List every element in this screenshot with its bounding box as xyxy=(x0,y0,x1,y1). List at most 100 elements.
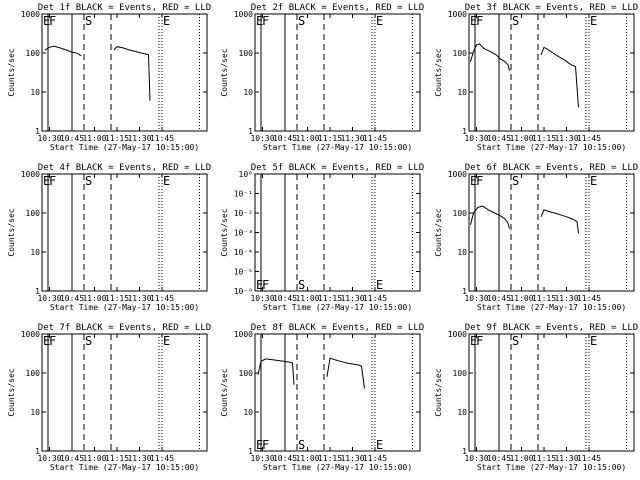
series-line-2 xyxy=(113,46,151,101)
panel-title: Det 3f BLACK = Events, RED = LLD xyxy=(465,3,638,13)
y-tick-label: 100 xyxy=(453,49,468,58)
x-tick-label: 10:45 xyxy=(487,134,511,143)
series-line-1 xyxy=(470,205,510,229)
plot-frame xyxy=(254,173,421,292)
y-tick-label: 10 xyxy=(243,88,253,97)
y-tick-label: 1 xyxy=(35,127,40,136)
marker-label: S xyxy=(85,14,92,28)
series-line-1 xyxy=(44,45,82,57)
x-tick-label: 11:15 xyxy=(318,454,342,463)
x-tick-label: 11:45 xyxy=(150,294,174,303)
y-tick-label: 10⁻² xyxy=(234,209,253,218)
plot-frame xyxy=(468,173,635,292)
marker-label: F xyxy=(49,334,56,348)
y-tick-label: 1000 xyxy=(234,330,253,339)
x-tick-label: 11:45 xyxy=(150,454,174,463)
x-tick-label: 10:45 xyxy=(60,134,84,143)
x-tick-label: 11:30 xyxy=(340,454,364,463)
x-tick-label: 11:00 xyxy=(295,134,319,143)
y-tick-label: 10 xyxy=(457,248,467,257)
x-tick-label: 11:30 xyxy=(554,134,578,143)
x-tick-label: 11:30 xyxy=(554,294,578,303)
x-tick-label: 11:00 xyxy=(82,134,106,143)
plot-frame xyxy=(41,173,208,292)
y-tick-label: 1 xyxy=(462,447,467,456)
series-line-2 xyxy=(540,46,579,108)
marker-label: E xyxy=(470,14,477,28)
marker-label: S xyxy=(512,174,519,188)
panel-title: Det 5f BLACK = Events, RED = LLD xyxy=(251,163,424,173)
x-tick-label: 11:45 xyxy=(363,454,387,463)
plot-frame xyxy=(254,13,421,132)
marker-label: E xyxy=(590,14,597,28)
marker-label: E xyxy=(163,14,170,28)
plot-frame xyxy=(468,333,635,452)
x-tick-label: 10:30 xyxy=(250,294,274,303)
x-tick-label: 10:30 xyxy=(37,134,61,143)
x-tick-label: 11:15 xyxy=(318,294,342,303)
x-tick-label: 10:30 xyxy=(250,134,274,143)
x-axis-label: Start Time (27-May-17 10:15:00) xyxy=(50,143,199,152)
marker-label: F xyxy=(262,438,269,452)
x-tick-label: 10:45 xyxy=(60,454,84,463)
x-axis-label: Start Time (27-May-17 10:15:00) xyxy=(263,303,412,312)
y-tick-label: 10⁻¹ xyxy=(234,190,253,199)
x-tick-label: 11:30 xyxy=(127,134,151,143)
y-axis-label: Counts/sec xyxy=(220,368,229,416)
marker-label: E xyxy=(376,14,383,28)
marker-label: E xyxy=(163,174,170,188)
series-line-2 xyxy=(326,357,365,389)
y-tick-label: 10⁰ xyxy=(239,170,253,179)
series-line-2 xyxy=(540,209,579,234)
plot-frame xyxy=(468,13,635,132)
y-tick-label: 10 xyxy=(243,408,253,417)
x-tick-label: 11:00 xyxy=(82,294,106,303)
y-tick-label: 1000 xyxy=(21,330,40,339)
x-tick-label: 11:30 xyxy=(554,454,578,463)
marker-label: E xyxy=(470,174,477,188)
y-tick-label: 10 xyxy=(30,408,40,417)
x-tick-label: 11:00 xyxy=(82,454,106,463)
x-tick-label: 11:15 xyxy=(105,294,129,303)
plot-frame xyxy=(254,333,421,452)
x-tick-label: 11:00 xyxy=(295,454,319,463)
marker-label: E xyxy=(256,278,263,292)
y-tick-label: 1000 xyxy=(21,10,40,19)
x-tick-label: 11:45 xyxy=(363,134,387,143)
x-tick-label: 10:45 xyxy=(273,134,297,143)
y-axis-label: Counts/sec xyxy=(434,48,443,96)
marker-label: S xyxy=(512,14,519,28)
x-axis-label: Start Time (27-May-17 10:15:00) xyxy=(477,303,626,312)
y-tick-label: 1 xyxy=(35,287,40,296)
marker-label: E xyxy=(43,14,50,28)
marker-label: F xyxy=(262,14,269,28)
x-axis-label: Start Time (27-May-17 10:15:00) xyxy=(263,143,412,152)
y-tick-label: 100 xyxy=(26,49,41,58)
marker-label: F xyxy=(262,278,269,292)
x-tick-label: 10:30 xyxy=(250,454,274,463)
x-tick-label: 11:00 xyxy=(509,294,533,303)
marker-label: E xyxy=(256,14,263,28)
y-axis-label: Counts/sec xyxy=(434,208,443,256)
y-tick-label: 100 xyxy=(26,209,41,218)
y-tick-label: 10 xyxy=(30,248,40,257)
x-tick-label: 10:30 xyxy=(37,294,61,303)
x-axis-label: Start Time (27-May-17 10:15:00) xyxy=(263,463,412,472)
y-tick-label: 1 xyxy=(248,127,253,136)
y-tick-label: 1 xyxy=(35,447,40,456)
x-tick-label: 10:45 xyxy=(487,454,511,463)
marker-label: S xyxy=(298,438,305,452)
y-tick-label: 10⁻⁵ xyxy=(234,268,253,277)
marker-label: S xyxy=(298,278,305,292)
marker-label: E xyxy=(163,334,170,348)
marker-label: F xyxy=(476,334,483,348)
marker-label: E xyxy=(256,438,263,452)
marker-label: S xyxy=(85,174,92,188)
marker-label: F xyxy=(49,174,56,188)
y-axis-label: Counts/sec xyxy=(220,208,229,256)
